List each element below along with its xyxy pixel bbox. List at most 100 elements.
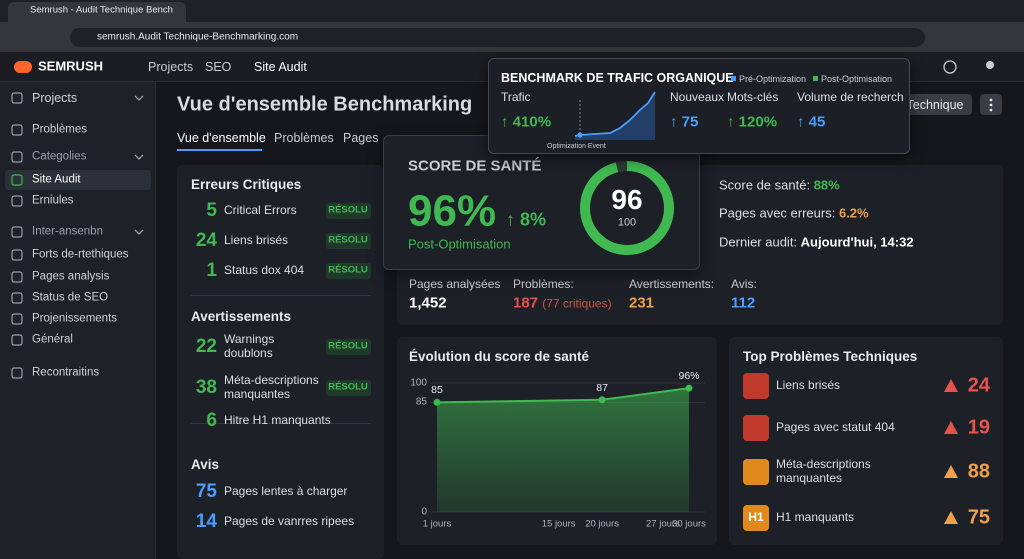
ring-max: 100 — [617, 216, 637, 229]
nav-link[interactable]: Site Audit — [254, 59, 307, 74]
icon-text: H1 — [748, 510, 764, 525]
page-tab[interactable]: Vue d'ensemble — [177, 130, 266, 145]
sidebar-icon — [11, 271, 23, 283]
nav-link[interactable]: Projects — [148, 59, 194, 74]
health-score: 96% — [408, 186, 497, 236]
issues-panel — [177, 165, 384, 559]
issue-icon — [743, 373, 769, 399]
sidebar-item[interactable]: Site Audit — [32, 173, 81, 186]
event-dot — [577, 132, 583, 138]
stat-label: Avis: — [731, 277, 757, 292]
sidebar-item[interactable]: Problèmes — [32, 123, 87, 136]
ring-value: 96 — [611, 183, 643, 215]
page-tab[interactable]: Problèmes — [274, 130, 334, 145]
group-title: Erreurs Critiques — [191, 177, 302, 193]
separator — [191, 423, 371, 424]
technique-button[interactable] — [898, 94, 972, 115]
sidebar-icon — [11, 292, 23, 304]
badge-label: RÉSOLU — [328, 340, 368, 352]
health-title: SCORE DE SANTÉ — [408, 157, 542, 175]
badge — [326, 203, 371, 219]
sidebar — [0, 82, 156, 559]
y-tick-label: 0 — [421, 506, 427, 518]
top-issue-label: Méta-descriptions manquantes — [776, 457, 871, 485]
metric-value: ↑ 75 — [670, 113, 699, 131]
address-field[interactable] — [70, 28, 925, 47]
summary-value: Aujourd'hui, 14:32 — [800, 234, 914, 250]
top-issue-label: Pages avec statut 404 — [776, 420, 895, 435]
sidebar-item[interactable]: Forts de-rtethiques — [32, 248, 129, 261]
sidebar-icon — [11, 249, 23, 261]
badge-label: RÉSOLU — [328, 381, 368, 393]
sidebar-item[interactable]: Status de SEO — [32, 291, 109, 304]
stat-label: Pages analysées — [409, 277, 501, 292]
chevron — [134, 229, 144, 235]
stat-note: (77 critiques) — [542, 296, 612, 311]
stat-number: 187 — [513, 294, 539, 312]
stat-number: 112 — [731, 294, 756, 312]
sidebar-item[interactable]: Recontraitins — [32, 366, 100, 379]
sidebar-item[interactable]: Inter-ansenbn — [32, 225, 103, 238]
logo[interactable]: SEMRUSH — [38, 58, 104, 74]
metric-value: ↑ 120% — [727, 113, 778, 131]
x-tick-label: 30 jours — [672, 518, 706, 530]
warning-icon — [944, 379, 958, 392]
tab-bar — [0, 0, 1024, 22]
browser-tab[interactable] — [8, 2, 186, 22]
warning-icon — [944, 511, 958, 524]
sidebar-item[interactable]: Projects — [32, 90, 78, 105]
summary-line: Score de santé: 88% — [719, 177, 840, 194]
page-tab[interactable]: Pages — [343, 130, 379, 145]
point — [685, 384, 693, 392]
group-title: Avis — [191, 457, 220, 473]
y-tick-label: 100 — [410, 377, 427, 389]
sidebar-item[interactable]: Général — [32, 333, 73, 346]
health-caption: Post-Optimisation — [408, 236, 511, 252]
issue-icon — [743, 415, 769, 441]
top-issues-panel — [729, 337, 1003, 545]
event-label: Optimization Event — [547, 142, 606, 150]
x-tick-label: 1 jours — [422, 518, 452, 530]
stat-value: 1,452 — [409, 294, 447, 311]
issue-count: 75 — [195, 481, 217, 503]
issue-label: Méta-descriptions manquantes — [224, 373, 319, 401]
point — [433, 398, 441, 406]
sidebar-item[interactable]: Pages analysis — [32, 270, 110, 283]
sidebar-icon — [11, 195, 23, 207]
sidebar-icon — [11, 313, 23, 325]
badge — [326, 233, 371, 249]
issue-icon — [743, 505, 769, 531]
url: semrush.Audit Technique-Benchmarking.com — [97, 31, 299, 43]
badge — [326, 380, 371, 396]
sidebar-item[interactable]: Categolies — [32, 150, 87, 163]
metric-label: Nouveaux — [670, 90, 725, 105]
area — [437, 388, 689, 512]
issue-label: Pages lentes à charger — [224, 484, 348, 499]
y-tick-label: 85 — [415, 396, 427, 408]
kebab-dot — [989, 103, 993, 107]
value-label: 87 — [596, 381, 608, 394]
summary-value: 88% — [813, 177, 840, 193]
nav-link[interactable]: SEO — [205, 59, 232, 74]
sidebar-item[interactable]: Projenissements — [32, 312, 118, 325]
metric-value: ↑ 45 — [797, 113, 826, 131]
issue-count: 6 — [206, 410, 217, 432]
badge-label: RÉSOLU — [328, 234, 368, 246]
button-label: Technique — [906, 97, 964, 112]
issue-label: Status dox 404 — [224, 263, 305, 278]
sidebar-icon — [11, 151, 23, 163]
sparkline — [574, 91, 656, 137]
legend-swatch — [813, 76, 818, 81]
sidebar-item[interactable]: Erniules — [32, 194, 74, 207]
user-icon — [986, 61, 994, 69]
chevron — [134, 154, 144, 160]
legend-label: Pré-Optimization — [739, 73, 807, 84]
value-label: 85 — [431, 384, 443, 397]
legend-swatch — [731, 76, 736, 81]
issue-count: 24 — [195, 230, 217, 252]
benchmark-title: BENCHMARK DE TRAFIC ORGANIQUE — [501, 70, 734, 85]
top-title: Top Problèmes Techniques — [743, 349, 918, 365]
x-tick-label: 20 jours — [585, 518, 619, 530]
